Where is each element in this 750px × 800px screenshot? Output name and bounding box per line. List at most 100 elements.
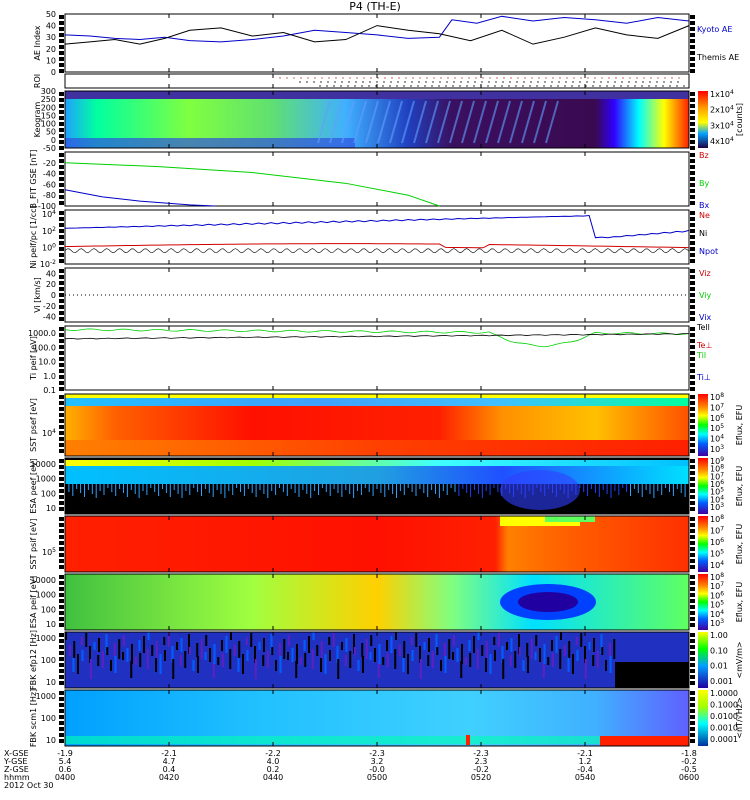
fbk-e-pixel [270, 634, 273, 654]
roi-flag-dot [396, 85, 398, 87]
colorbar-tick: 106 [710, 413, 724, 423]
bfit-ytick: -20 [43, 159, 56, 168]
colorbar [698, 394, 708, 456]
fbk-e-pixel [452, 635, 455, 646]
fbk-e-pixel [542, 661, 545, 678]
side-tick [690, 287, 695, 291]
roi-flag-dot [550, 85, 552, 87]
colorbar-tick: 105 [710, 487, 724, 497]
side-tick [59, 211, 64, 215]
roi-flag-dot [376, 81, 378, 83]
side-tick [59, 281, 64, 285]
ti-series-line [64, 333, 690, 340]
roi-flag-dot [306, 81, 308, 83]
side-tick [59, 553, 64, 557]
side-tick [690, 281, 695, 285]
colorbar-tick: 0.0001 [710, 735, 738, 744]
side-tick [690, 715, 695, 719]
ephemeris-value: -2.2 [265, 749, 281, 758]
side-tick [690, 483, 695, 487]
colorbar-tick: 109 [710, 456, 724, 466]
side-tick [59, 345, 64, 349]
side-tick [59, 287, 64, 291]
fbk_e-ytick: 1000 [36, 634, 56, 643]
side-tick [59, 195, 64, 199]
side-tick [59, 407, 64, 411]
fbk-e-pixel [85, 633, 88, 647]
colorbar-tick: 107 [710, 402, 724, 412]
side-tick [690, 116, 695, 120]
fbk-e-pixel [377, 661, 380, 678]
side-tick [690, 104, 695, 108]
fbk-e-pixel [431, 651, 434, 668]
side-tick [59, 681, 64, 685]
colorbar-tick: 107 [710, 471, 724, 481]
fbk-e-pixel [278, 643, 281, 657]
fbk-e-pixel [419, 659, 422, 679]
side-tick [59, 703, 64, 707]
fbk-e-pixel [522, 660, 525, 671]
fbk-e-pixel [73, 641, 76, 658]
roi-flag-dot [439, 81, 441, 83]
side-tick [59, 104, 64, 108]
fbk-e-pixel [476, 649, 479, 669]
side-tick [690, 517, 695, 521]
side-tick [690, 363, 695, 367]
colorbar-tick: 104 [710, 560, 724, 570]
side-tick [690, 63, 695, 67]
side-tick [59, 134, 64, 138]
roi-flag-dot [566, 77, 568, 79]
ephemeris-value: -1.9 [57, 749, 73, 758]
roi-flag-dot [607, 81, 609, 83]
esa_i-ytick: 100 [41, 605, 56, 614]
roi-flag-dot [516, 81, 518, 83]
ephemeris-value: 0.4 [163, 765, 176, 774]
side-tick [690, 565, 695, 569]
fbk-e-pixel [357, 660, 360, 671]
roi-flag-dot [342, 77, 344, 79]
fbk-e-pixel [254, 646, 256, 663]
ni-ytick: 104 [42, 209, 56, 219]
fbk-e-pixel [77, 654, 79, 674]
roi-flag-dot [643, 77, 645, 79]
side-tick [59, 477, 64, 481]
side-tick [690, 623, 695, 627]
roi-flag-dot [508, 85, 510, 87]
roi-flag-dot [466, 85, 468, 87]
side-tick [690, 559, 695, 563]
roi-flag-dot [403, 85, 405, 87]
fbk-e-pixel [308, 636, 310, 653]
side-tick [59, 495, 64, 499]
roi-flag-dot [398, 77, 400, 79]
fbk-e-pixel [464, 657, 467, 665]
fbk-e-pixel [167, 633, 170, 647]
ephemeris-label: X-GSE [4, 749, 29, 758]
roi-flag-dot [447, 77, 449, 79]
roi-flag-dot [440, 77, 442, 79]
fbk-e-pixel [576, 650, 579, 661]
roi-flag-dot [391, 77, 393, 79]
roi-flag-dot [593, 81, 595, 83]
side-tick [59, 299, 64, 303]
roi-flag-dot [340, 85, 342, 87]
side-tick [59, 425, 64, 429]
side-tick [690, 507, 695, 511]
fbk-b-spike [466, 735, 470, 745]
colorbar-tick: 106 [710, 537, 724, 547]
fbk-e-pixel [395, 632, 397, 640]
colorbar-tick: 108 [710, 514, 724, 524]
side-tick [59, 21, 64, 25]
side-tick [690, 553, 695, 557]
fbk-e-pixel [341, 642, 343, 650]
roi-flag-dot [634, 85, 636, 87]
side-tick [690, 501, 695, 505]
fbk-e-pixel [411, 650, 414, 661]
fbk-e-pixel [489, 654, 492, 674]
ephemeris-value: 4.7 [163, 757, 176, 766]
side-tick [690, 733, 695, 737]
side-tick [59, 593, 64, 597]
ephemeris-value: 0400 [55, 773, 75, 782]
ephemeris-value: 0.6 [59, 765, 72, 774]
fbk-e-pixel [68, 645, 71, 656]
side-tick [690, 339, 695, 343]
